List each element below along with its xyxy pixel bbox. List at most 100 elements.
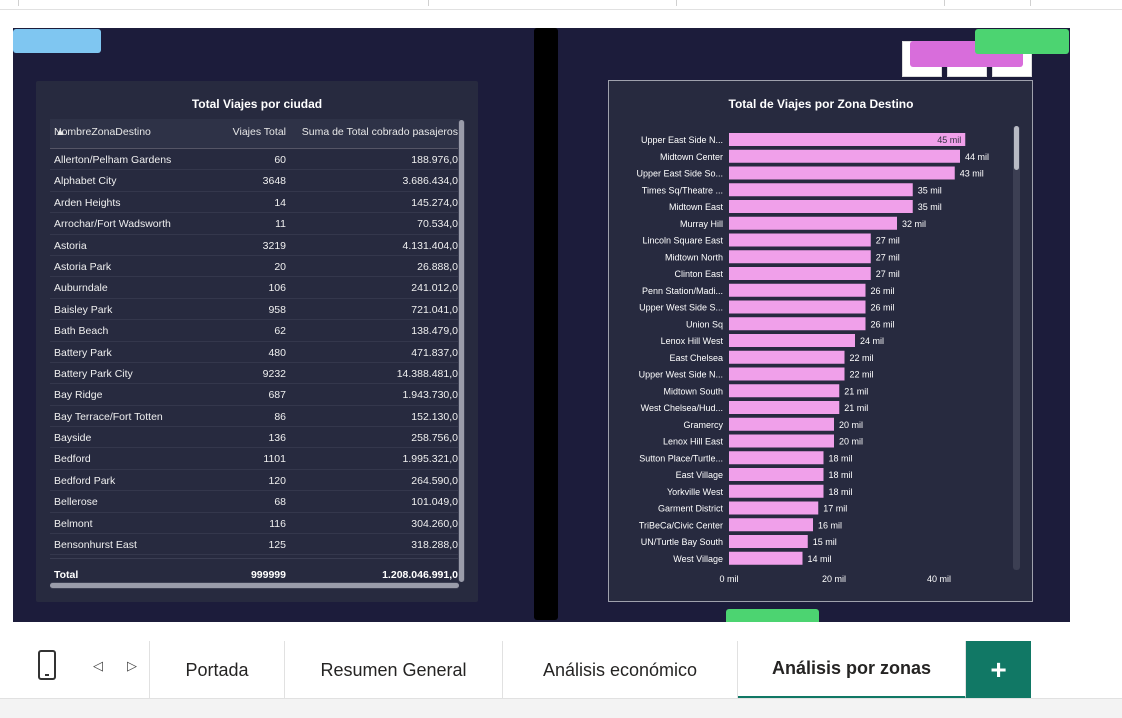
table-row[interactable]: Astoria Park 20 26.888,0 — [50, 256, 460, 278]
tab-analisis-economico[interactable]: Análisis económico — [503, 641, 738, 699]
previous-page-icon[interactable]: ◁ — [93, 658, 103, 673]
table-row[interactable]: Bay Ridge 687 1.943.730,0 — [50, 384, 460, 406]
table-row[interactable]: Bedford Park 120 264.590,0 — [50, 470, 460, 492]
bar[interactable] — [729, 216, 897, 230]
table-horizontal-scrollbar[interactable] — [50, 582, 459, 589]
bar[interactable] — [729, 434, 834, 448]
bar[interactable] — [729, 233, 871, 247]
tab-analisis-por-zonas[interactable]: Análisis por zonas — [738, 641, 966, 699]
bar[interactable] — [729, 250, 871, 264]
bar[interactable] — [729, 267, 871, 280]
scroll-thumb[interactable] — [459, 120, 464, 582]
bar[interactable] — [729, 518, 813, 532]
table-row[interactable]: Battery Park City 9232 14.388.481,0 — [50, 363, 460, 385]
column-header-viajes[interactable]: Viajes Total — [232, 126, 286, 138]
data-label: 16 mil — [818, 520, 842, 530]
table-row[interactable]: Bayside 136 258.756,0 — [50, 427, 460, 449]
table-row[interactable]: Arden Heights 14 145.274,0 — [50, 192, 460, 214]
bar[interactable] — [729, 317, 866, 331]
cell-cobrado: 145.274,0 — [411, 196, 458, 209]
category-label: West Village — [673, 554, 723, 564]
blue-shape[interactable] — [13, 29, 101, 53]
table-vertical-scrollbar[interactable] — [458, 120, 465, 582]
data-label: 26 mil — [871, 303, 895, 313]
bar[interactable] — [729, 384, 840, 398]
cell-zona: Arden Heights — [54, 196, 121, 209]
chart-scrollbar[interactable] — [1013, 126, 1020, 570]
bar[interactable] — [729, 501, 819, 515]
mobile-layout-icon[interactable] — [38, 650, 56, 680]
category-label: Lenox Hill East — [663, 437, 724, 447]
data-label: 35 mil — [918, 185, 942, 195]
table-row[interactable]: Belmont 116 304.260,0 — [50, 513, 460, 535]
sort-ascending-icon[interactable]: ▲ — [55, 126, 66, 138]
bar[interactable] — [729, 350, 845, 364]
cell-cobrado: 188.976,0 — [411, 154, 458, 166]
bar[interactable] — [729, 166, 955, 180]
table-row[interactable]: Bensonhurst East 125 318.288,0 — [50, 534, 460, 556]
bar[interactable] — [729, 367, 845, 381]
scroll-thumb[interactable] — [1014, 126, 1019, 170]
table-row[interactable]: Allerton/Pelham Gardens 60 188.976,0 — [50, 149, 460, 171]
table-row[interactable]: Baisley Park 958 721.041,0 — [50, 299, 460, 321]
data-label: 18 mil — [829, 470, 853, 480]
table-row[interactable]: Alphabet City 3648 3.686.434,0 — [50, 170, 460, 192]
table-row[interactable]: Bellerose 68 101.049,0 — [50, 491, 460, 513]
table-row[interactable]: Arrochar/Fort Wadsworth 11 70.534,0 — [50, 213, 460, 235]
cell-viajes: 86 — [274, 410, 286, 423]
bar[interactable] — [729, 300, 866, 314]
tab-resumen-general[interactable]: Resumen General — [285, 641, 503, 699]
bar[interactable] — [729, 551, 803, 565]
cell-viajes: 116 — [269, 517, 286, 530]
category-label: Lenox Hill West — [661, 336, 724, 346]
table-visual[interactable]: Total Viajes por ciudad NombreZonaDestin… — [36, 81, 478, 602]
column-header-cobrado[interactable]: Suma de Total cobrado pasajeros — [301, 126, 458, 138]
cell-viajes: 1101 — [263, 453, 286, 466]
table-row[interactable]: Battery Park 480 471.837,0 — [50, 342, 460, 363]
page-tab-bar — [0, 640, 1122, 698]
bar[interactable] — [729, 468, 824, 481]
bar[interactable] — [729, 535, 808, 548]
cell-zona: Astoria Park — [54, 260, 112, 273]
cell-zona: Auburndale — [54, 282, 108, 295]
bar[interactable] — [729, 149, 960, 163]
table-row[interactable]: Bay Terrace/Fort Totten 86 152.130,0 — [50, 406, 460, 428]
table-row[interactable]: Bath Beach 62 138.479,0 — [50, 320, 460, 342]
column-header-zona[interactable]: NombreZonaDestino — [54, 126, 151, 138]
category-label: Lincoln Square East — [642, 236, 723, 246]
bar[interactable] — [729, 133, 966, 146]
bar[interactable] — [729, 200, 913, 213]
bar[interactable] — [729, 401, 840, 414]
cell-cobrado: 3.686.434,0 — [402, 175, 458, 188]
bar-chart-visual[interactable]: Total de Viajes por Zona Destino Upper E… — [608, 80, 1033, 602]
data-label: 18 mil — [829, 453, 853, 463]
table-row[interactable]: Bedford 1101 1.995.321,0 — [50, 448, 460, 470]
bar[interactable] — [729, 183, 913, 197]
green-shape[interactable] — [726, 609, 819, 622]
data-label: 26 mil — [871, 286, 895, 296]
data-table: NombreZonaDestino ▲ Viajes Total Suma de… — [50, 119, 460, 588]
table-row[interactable]: Astoria 3219 4.131.404,0 — [50, 235, 460, 256]
cell-zona: Belmont — [54, 517, 93, 530]
bar[interactable] — [729, 334, 855, 347]
table-row[interactable]: Auburndale 106 241.012,0 — [50, 277, 460, 299]
tab-portada[interactable]: Portada — [150, 641, 285, 699]
bar[interactable] — [729, 484, 824, 498]
category-label: Yorkville West — [667, 487, 724, 497]
toolbar-divider — [676, 0, 677, 6]
cell-zona: Baisley Park — [54, 303, 113, 316]
add-page-button[interactable]: + — [966, 641, 1031, 698]
cell-viajes: 687 — [268, 389, 286, 402]
bar[interactable] — [729, 283, 866, 297]
scroll-thumb[interactable] — [50, 583, 459, 588]
cell-cobrado: 101.049,0 — [411, 496, 458, 509]
data-label: 15 mil — [813, 537, 837, 547]
cell-zona: Bath Beach — [54, 325, 109, 338]
data-label: 27 mil — [876, 252, 900, 262]
data-label: 27 mil — [876, 236, 900, 246]
bar[interactable] — [729, 451, 824, 465]
green-shape[interactable] — [975, 29, 1069, 54]
next-page-icon[interactable]: ▷ — [127, 658, 137, 673]
cell-viajes: 9232 — [262, 367, 286, 380]
bar[interactable] — [729, 417, 834, 431]
